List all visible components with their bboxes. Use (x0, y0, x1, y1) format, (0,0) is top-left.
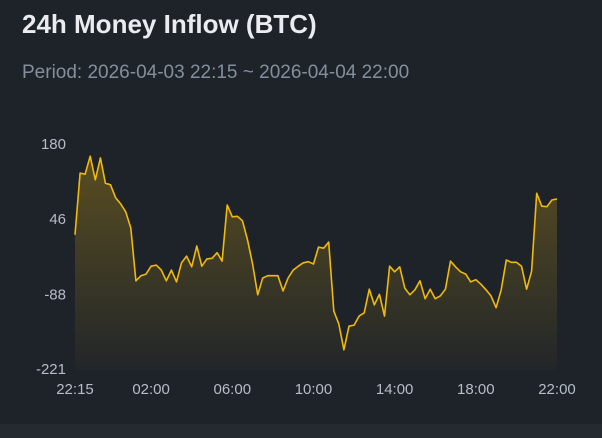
y-tick-label: -221 (36, 361, 66, 378)
y-tick-label: 180 (41, 136, 66, 153)
x-tick-label: 10:00 (295, 381, 333, 398)
y-tick-label: -88 (44, 286, 66, 303)
area (75, 156, 557, 370)
y-tick-label: 46 (49, 211, 66, 228)
chart-subtitle: Period: 2026-04-03 22:15 ~ 2026-04-04 22… (22, 62, 409, 83)
footer-band (0, 424, 602, 438)
x-tick-label: 22:15 (56, 381, 94, 398)
x-tick-label: 22:00 (538, 381, 576, 398)
line (74, 155, 558, 351)
x-tick-label: 18:00 (457, 381, 495, 398)
x-tick-label: 06:00 (214, 381, 252, 398)
x-tick-label: 02:00 (132, 381, 170, 398)
chart-title: 24h Money Inflow (BTC) (22, 9, 317, 39)
x-tick-label: 14:00 (376, 381, 414, 398)
